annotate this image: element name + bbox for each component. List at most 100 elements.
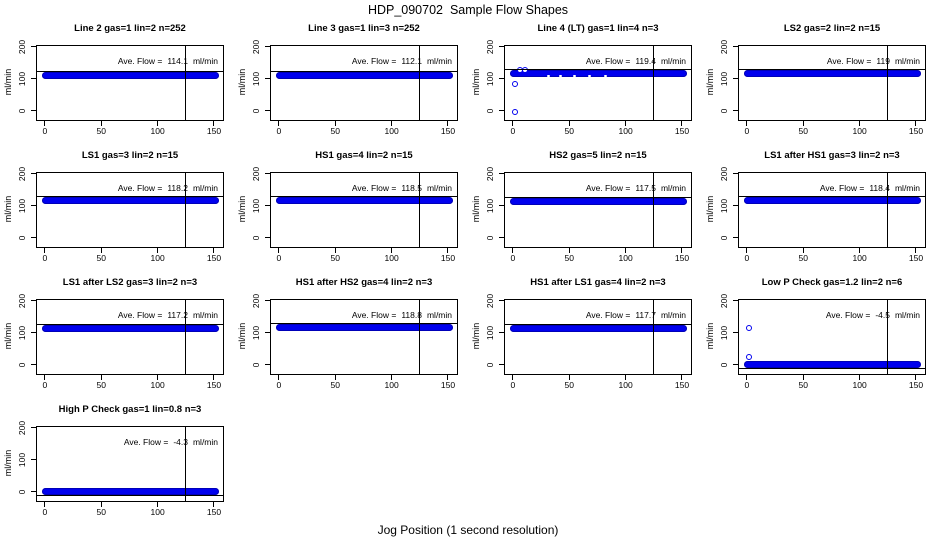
y-axis-unit-label: ml/min [705,68,715,96]
y-axis-unit-label: ml/min [705,195,715,223]
x-tick-label: 0 [42,126,48,136]
y-axis-unit-label: ml/min [237,195,247,223]
y-tick-mark [265,173,270,175]
x-tick-label: 0 [510,253,516,263]
y-tick-mark [733,110,738,112]
y-tick-mark [499,364,504,366]
ave-flow-unit: ml/min [192,56,218,66]
subplot-title: Line 3 gas=1 lin=3 n=252 [308,23,420,34]
y-axis-unit-label: ml/min [237,322,247,350]
x-tick-label: 0 [42,253,48,263]
figure-title: HDP_090702 Sample Flow Shapes [367,3,569,17]
flow-data-band [275,197,454,205]
plot-area: Ave. Flow = 118.2 ml/min 0 100 200 0 50 100 150 [17,167,224,263]
x-tick-mark [625,121,627,126]
x-tick-mark [859,375,861,380]
y-tick-mark [499,46,504,48]
y-tick-mark [733,173,738,175]
x-tick-label: 100 [150,380,165,390]
x-tick-mark [213,248,215,253]
y-tick-label: 200 [17,166,27,182]
x-tick-mark [334,121,336,126]
jog-marker-vline [419,46,421,120]
ave-flow-value: 117.5 [635,183,656,193]
x-tick-mark [334,375,336,380]
x-tick-label: 50 [564,253,574,263]
average-flow-annotation: Ave. Flow = -4.5 ml/min [826,310,920,320]
x-tick-mark [625,375,627,380]
flow-data-band [41,71,220,79]
x-tick-label: 150 [440,253,456,263]
y-tick-label: 100 [251,71,261,86]
subplot: LS1 gas=3 lin=2 n=15 ml/min Ave. Flow = 1… [0,145,234,272]
y-tick-label: 200 [251,293,261,309]
jog-marker-vline [653,46,655,120]
average-flow-annotation: Ave. Flow = 118.2 ml/min [118,183,218,193]
y-tick-label: 100 [17,71,27,86]
jog-marker-vline [653,173,655,247]
y-tick-mark [31,427,36,429]
y-tick-mark [31,491,36,493]
subplot: HS1 after HS2 gas=4 lin=2 n=3 ml/min Ave… [234,272,468,399]
y-tick-label: 200 [719,166,729,182]
ave-flow-label: Ave. Flow = [117,310,163,320]
flow-data-band [275,72,454,80]
subplot: Low P Check gas=1.2 lin=2 n=6 ml/min Ave… [702,272,936,399]
ave-flow-label: Ave. Flow = [117,183,163,193]
x-tick-mark [213,121,215,126]
ave-flow-label: Ave. Flow = [585,56,631,66]
x-tick-label: 100 [618,126,633,136]
y-tick-label: 100 [17,325,27,340]
ave-flow-value: 112.1 [401,56,422,66]
outlier-point [512,109,519,116]
y-axis-unit-label: ml/min [3,195,13,223]
plot-area: Ave. Flow = 117.5 ml/min 0 100 200 0 50 100 150 [485,167,692,263]
x-tick-mark [157,502,159,507]
ave-flow-value: 118.4 [869,183,890,193]
plot-area: Ave. Flow = 112.1 ml/min 0 100 200 0 50 100 150 [251,40,458,136]
y-tick-mark [265,300,270,302]
average-flow-line [505,69,691,71]
y-tick-label: 0 [17,489,27,495]
average-flow-annotation: Ave. Flow = 112.1 ml/min [352,56,452,66]
x-tick-mark [391,248,393,253]
average-flow-line [271,196,457,198]
flow-data-band [41,197,220,205]
y-axis-unit-label: ml/min [3,68,13,96]
band-gap-dot [588,74,592,77]
subplot-title: LS1 gas=3 lin=2 n=15 [81,150,179,161]
y-tick-label: 100 [17,198,27,213]
ave-flow-unit: ml/min [660,56,686,66]
y-tick-label: 0 [485,235,495,241]
x-tick-label: 150 [440,126,456,136]
x-tick-mark [213,375,215,380]
ave-flow-value: 117.2 [167,310,188,320]
subplot-title: LS2 gas=2 lin=2 n=15 [783,23,881,34]
x-tick-mark [512,248,514,253]
plot-area: Ave. Flow = 118.8 ml/min 0 100 200 0 50 100 150 [251,294,458,390]
y-tick-mark [499,237,504,239]
x-tick-label: 150 [908,380,924,390]
x-tick-mark [157,375,159,380]
jog-marker-vline [653,300,655,374]
ave-flow-label: Ave. Flow = [351,56,397,66]
x-tick-mark [681,121,683,126]
y-tick-label: 200 [485,166,495,182]
ave-flow-unit: ml/min [426,310,452,320]
ave-flow-label: Ave. Flow = [585,183,631,193]
x-tick-mark [915,121,917,126]
ave-flow-value: 118.8 [401,310,422,320]
subplot-title: HS1 gas=4 lin=2 n=15 [315,150,413,161]
average-flow-line [505,323,691,325]
average-flow-annotation: Ave. Flow = 119.4 ml/min [586,56,686,66]
subplot: HS1 gas=4 lin=2 n=15 ml/min Ave. Flow = 1… [234,145,468,272]
y-tick-label: 100 [485,325,495,340]
y-tick-label: 200 [17,293,27,309]
y-tick-label: 200 [485,293,495,309]
y-axis-unit-label: ml/min [3,449,13,477]
ave-flow-label: Ave. Flow = [825,310,871,320]
x-tick-label: 150 [674,126,690,136]
x-tick-mark [746,375,748,380]
average-flow-line [37,70,223,72]
subplot-title: Line 4 (LT) gas=1 lin=4 n=3 [537,23,659,34]
